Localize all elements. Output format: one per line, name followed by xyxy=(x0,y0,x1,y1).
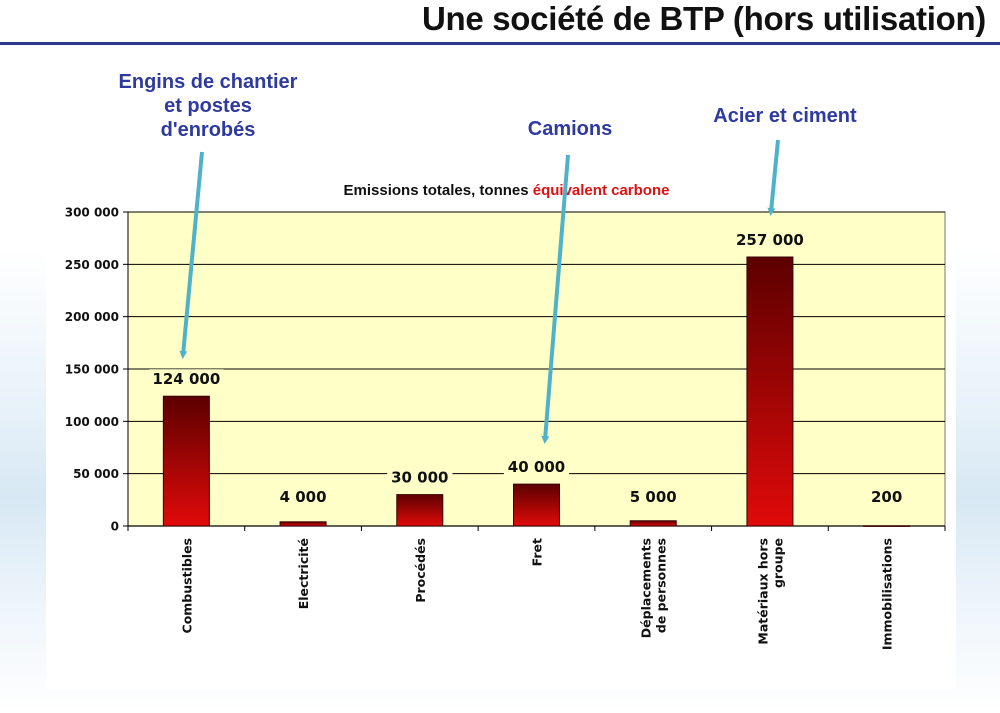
y-tick-label: 300 000 xyxy=(65,206,119,220)
data-label: 5 000 xyxy=(630,488,677,506)
bar xyxy=(396,494,444,527)
title-rule xyxy=(0,42,1000,45)
category-label: Electricité xyxy=(296,538,311,609)
callout-acier: Acier et ciment xyxy=(680,104,890,128)
data-label-bg xyxy=(625,487,682,507)
callout-line: Engins de chantier xyxy=(118,71,298,93)
slide-title: Une société de BTP (hors utilisation) xyxy=(421,0,986,37)
y-tick-label: 250 000 xyxy=(65,258,119,272)
category-label-line: Electricité xyxy=(296,538,311,609)
y-tick-label: 50 000 xyxy=(73,467,119,481)
category-label-line: Matériaux hors xyxy=(755,538,770,645)
chart-title: Emissions totales, tonnes équivalent car… xyxy=(344,182,670,199)
callout-engins: Engins de chantier et postes d'enrobés xyxy=(88,70,328,142)
category-label: Fret xyxy=(530,538,545,566)
data-label-bg xyxy=(275,487,332,507)
data-label: 124 000 xyxy=(152,370,220,388)
category-label-line: de personnes xyxy=(654,538,669,633)
category-label-line: Immobilisations xyxy=(880,538,895,650)
data-label: 200 xyxy=(871,488,902,506)
callout-line: d'enrobés xyxy=(160,119,256,141)
category-label-line: groupe xyxy=(770,538,785,588)
category-label: Matériaux hors groupe xyxy=(755,538,785,645)
bar xyxy=(279,521,327,527)
arrow-acier xyxy=(767,139,780,216)
category-label-line: Fret xyxy=(530,538,545,566)
callout-line: Camions xyxy=(527,118,613,140)
bar xyxy=(513,483,560,527)
y-tick-label: 0 xyxy=(111,520,119,534)
callout-line: Acier et ciment xyxy=(713,105,857,127)
data-label-bg xyxy=(503,457,570,478)
data-label-bg xyxy=(387,467,453,488)
arrow-engins xyxy=(179,151,204,359)
chart-title-accent: équivalent carbone xyxy=(533,182,670,199)
data-label: 30 000 xyxy=(391,469,448,487)
category-label-line: Procédés xyxy=(413,538,428,603)
callout-line: et postes xyxy=(164,95,252,117)
data-label: 40 000 xyxy=(508,458,565,476)
category-label: Immobilisations xyxy=(880,538,895,650)
callout-camions: Camions xyxy=(500,117,640,141)
data-label: 257 000 xyxy=(736,231,804,249)
data-label: 4 000 xyxy=(280,488,327,506)
data-label-bg xyxy=(732,230,808,251)
chart-title-main: Emissions totales, tonnes xyxy=(344,182,533,199)
bar xyxy=(746,256,794,527)
category-label-line: Combustibles xyxy=(179,538,194,633)
category-label: Procédés xyxy=(413,538,428,603)
y-tick-label: 150 000 xyxy=(65,363,119,377)
bar xyxy=(629,520,677,527)
category-label: Déplacements de personnes xyxy=(639,538,669,638)
y-tick-label: 200 000 xyxy=(65,310,119,324)
y-tick-label: 100 000 xyxy=(65,415,119,429)
data-label-bg xyxy=(149,369,224,390)
arrow-camions xyxy=(541,154,570,444)
data-label-bg xyxy=(867,487,906,507)
bar xyxy=(162,395,210,527)
category-label-line: Déplacements xyxy=(639,538,654,638)
category-label: Combustibles xyxy=(179,538,194,633)
bar xyxy=(863,525,911,527)
